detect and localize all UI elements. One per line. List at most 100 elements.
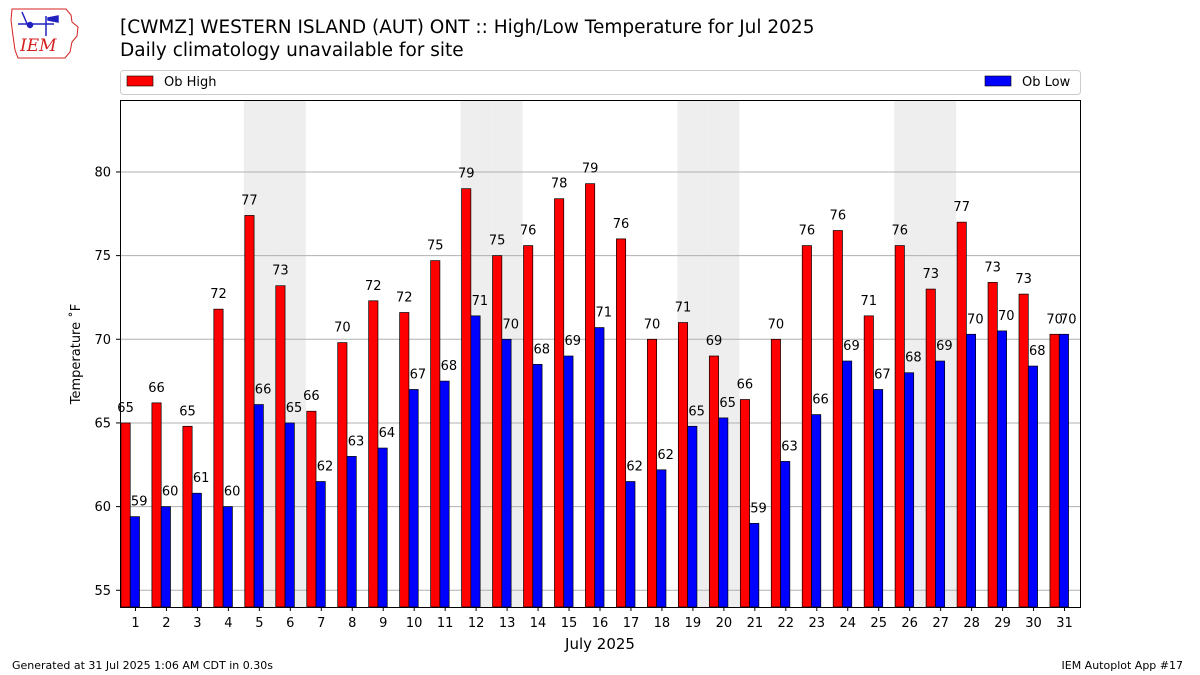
label-high-day-29: 73	[984, 260, 1001, 275]
label-low-day-17: 62	[626, 460, 643, 475]
bar-low-day-7	[315, 481, 326, 608]
bar-low-day-2	[160, 506, 171, 608]
bar-high-day-15	[554, 198, 565, 608]
bar-low-day-4	[222, 506, 233, 608]
x-tick-label: 1	[131, 616, 139, 631]
chart-title: [CWMZ] WESTERN ISLAND (AUT) ONT :: High/…	[120, 17, 815, 38]
label-high-day-1: 65	[117, 401, 134, 416]
x-tick-label: 3	[193, 616, 201, 631]
bar-low-day-15	[563, 355, 574, 608]
label-high-day-25: 71	[861, 294, 878, 309]
legend-label-low: Ob Low	[1022, 75, 1071, 90]
label-high-day-3: 65	[179, 404, 196, 419]
bar-high-day-1	[120, 422, 131, 608]
generated-timestamp: Generated at 31 Jul 2025 1:06 AM CDT in …	[12, 659, 273, 672]
x-tick-label: 31	[1056, 616, 1073, 631]
label-high-day-9: 72	[365, 279, 382, 294]
bar-low-day-8	[346, 456, 357, 608]
x-axis-label: July 2025	[564, 635, 635, 653]
label-high-day-6: 73	[272, 264, 289, 279]
bar-high-day-23	[801, 245, 812, 608]
bar-low-day-23	[811, 414, 822, 608]
x-tick-label: 9	[379, 616, 387, 631]
label-high-day-15: 78	[551, 177, 568, 192]
label-high-day-5: 77	[241, 193, 258, 208]
label-high-day-4: 72	[210, 287, 227, 302]
label-high-day-8: 70	[334, 321, 351, 336]
bar-high-day-10	[399, 312, 410, 608]
label-low-day-30: 68	[1029, 344, 1046, 359]
y-axis-label: Temperature ˚F	[68, 304, 84, 405]
bar-high-day-17	[616, 238, 627, 608]
bar-high-day-18	[647, 338, 658, 608]
x-tick-label: 26	[901, 616, 918, 631]
x-tick-label: 25	[870, 616, 887, 631]
label-low-day-25: 67	[874, 367, 891, 382]
bar-low-day-22	[780, 461, 791, 608]
bar-low-day-29	[996, 330, 1007, 608]
bar-high-day-29	[987, 282, 998, 608]
bar-high-day-2	[151, 402, 162, 608]
iem-logo: IEM	[10, 8, 79, 59]
y-tick-label: 75	[94, 249, 111, 264]
bar-low-day-9	[377, 447, 388, 608]
label-low-day-5: 66	[255, 383, 272, 398]
bar-high-day-9	[368, 300, 379, 608]
label-high-day-17: 76	[613, 217, 630, 232]
label-low-day-16: 71	[595, 306, 612, 321]
x-axis: 1 2 3 4 5 6 7 8 9 10 11 12 13 14 15 16 17 18 19 20 21 22 23 24 2…	[131, 607, 1073, 631]
legend-frame	[120, 70, 1081, 95]
label-high-day-26: 76	[891, 224, 908, 239]
label-high-day-2: 66	[148, 381, 165, 396]
label-low-day-8: 63	[348, 434, 365, 449]
app-credit: IEM Autoplot App #17	[1061, 659, 1184, 672]
x-tick-label: 20	[716, 616, 733, 631]
bar-low-day-5	[253, 404, 264, 608]
x-tick-label: 6	[286, 616, 294, 631]
bar-high-day-3	[182, 425, 193, 608]
bar-high-day-12	[461, 188, 472, 608]
label-high-day-10: 72	[396, 291, 413, 306]
y-tick-label: 80	[94, 165, 111, 180]
y-axis: 55 60 65 70 75 80	[94, 165, 120, 599]
bar-low-day-25	[873, 389, 884, 608]
label-high-day-21: 66	[737, 378, 754, 393]
label-high-day-19: 71	[675, 301, 692, 316]
x-tick-label: 22	[778, 616, 795, 631]
x-tick-label: 10	[406, 616, 423, 631]
logo-state-outline	[10, 8, 79, 59]
label-low-day-15: 69	[564, 334, 581, 349]
bar-high-day-5	[244, 215, 255, 608]
bar-high-day-28	[956, 221, 967, 608]
label-high-day-28: 77	[953, 200, 970, 215]
x-tick-label: 21	[747, 616, 764, 631]
label-low-day-22: 63	[781, 439, 798, 454]
label-low-day-19: 65	[688, 404, 705, 419]
label-low-day-11: 68	[441, 359, 458, 374]
label-low-day-1: 59	[131, 495, 148, 510]
label-low-day-23: 66	[812, 393, 829, 408]
label-high-day-20: 69	[706, 334, 723, 349]
legend-swatch-high	[126, 75, 154, 87]
x-tick-label: 28	[963, 616, 980, 631]
y-tick-label: 65	[94, 416, 111, 431]
bar-low-day-20	[718, 417, 729, 608]
chart-subtitle: Daily climatology unavailable for site	[120, 40, 464, 61]
bar-low-day-31	[1058, 333, 1069, 608]
legend: Ob High Ob Low	[120, 70, 1081, 95]
y-tick-label: 70	[94, 333, 111, 348]
x-tick-label: 18	[654, 616, 671, 631]
bar-low-day-24	[842, 360, 853, 608]
x-tick-label: 27	[932, 616, 949, 631]
label-low-day-3: 61	[193, 471, 210, 486]
bar-high-day-11	[430, 260, 441, 608]
bar-low-day-18	[656, 469, 667, 608]
legend-swatch-low	[984, 75, 1012, 87]
label-low-day-27: 69	[936, 339, 953, 354]
x-tick-label: 19	[685, 616, 702, 631]
label-high-day-13: 75	[489, 234, 506, 249]
x-tick-label: 5	[255, 616, 263, 631]
bar-low-day-11	[439, 380, 450, 608]
x-tick-label: 17	[623, 616, 640, 631]
bar-low-day-16	[594, 327, 605, 608]
